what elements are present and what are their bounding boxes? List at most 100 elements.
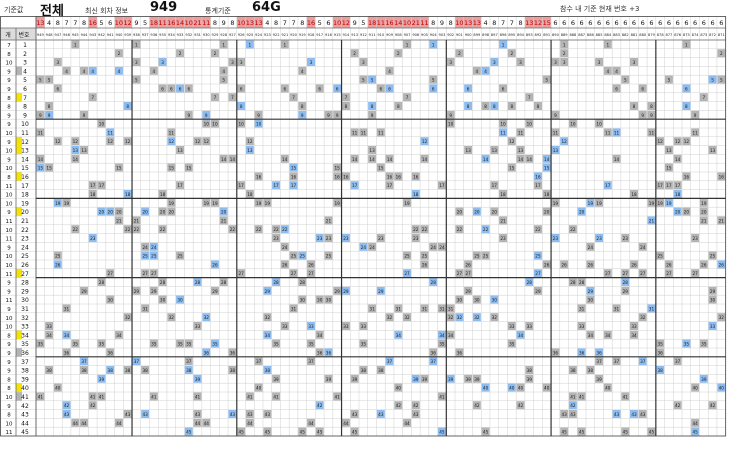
draw-cell — [341, 286, 350, 295]
draw-cell — [699, 207, 708, 216]
draw-cell — [708, 322, 717, 330]
draw-cell — [219, 75, 228, 84]
number-label: 19 — [21, 200, 29, 207]
draw-cell — [114, 207, 123, 216]
draw-cell — [568, 225, 577, 234]
draw-cell — [263, 410, 272, 418]
draw-cell — [656, 251, 665, 260]
draw-cell-label: 25 — [300, 254, 306, 259]
round-label: 871 — [718, 33, 725, 37]
draw-cell — [167, 128, 176, 137]
offset-highlight — [254, 16, 263, 28]
draw-cell — [560, 49, 569, 58]
round-label: 921 — [281, 33, 288, 37]
draw-cell — [664, 163, 673, 172]
draw-cell — [385, 154, 394, 163]
draw-cell — [106, 128, 115, 137]
draw-cell — [394, 401, 403, 410]
draw-cell — [254, 357, 263, 366]
draw-cell-label: 43 — [561, 412, 567, 417]
draw-cell — [560, 58, 569, 66]
offset-label: 11 — [202, 19, 210, 27]
number-highlight — [16, 207, 22, 216]
draw-cell — [315, 84, 324, 93]
draw-cell — [176, 295, 185, 304]
draw-cell — [603, 128, 612, 137]
draw-cell-label: 15 — [116, 166, 122, 171]
draw-cell-label: 23 — [692, 236, 698, 241]
draw-cell-label: 2 — [214, 51, 217, 56]
draw-cell — [446, 119, 455, 128]
draw-cell-label: 34 — [46, 333, 52, 338]
draw-cell-label: 8 — [301, 104, 304, 109]
draw-cell — [699, 93, 708, 102]
round-label: 872 — [709, 33, 716, 37]
draw-cell-label: 20 — [142, 210, 148, 215]
number-shade — [16, 392, 22, 401]
draw-cell — [228, 366, 237, 374]
draw-cell-label: 18 — [247, 192, 253, 197]
draw-cell-label: 10 — [212, 122, 218, 127]
draw-cell — [560, 427, 569, 436]
draw-cell — [263, 286, 272, 295]
draw-cell-label: 40 — [483, 386, 489, 391]
draw-cell-label: 35 — [684, 342, 690, 347]
draw-cell-label: 15 — [544, 166, 550, 171]
draw-cell-label: 19 — [404, 201, 410, 206]
draw-cell — [455, 348, 464, 357]
number-label: 18 — [21, 192, 29, 199]
offset-label: 6 — [606, 19, 610, 27]
draw-cell-label: 12 — [55, 139, 61, 144]
draw-cell-label: 5 — [362, 78, 365, 83]
draw-cell-label: 15 — [335, 166, 341, 171]
draw-cell-label: 8 — [685, 104, 688, 109]
draw-cell — [385, 313, 394, 322]
draw-cell — [307, 58, 315, 66]
draw-cell-label: 20 — [544, 210, 550, 215]
offset-label: 10 — [403, 19, 411, 27]
draw-cell-label: 30 — [326, 298, 332, 303]
draw-cell-label: 21 — [326, 218, 332, 223]
draw-cell-label: 21 — [221, 218, 227, 223]
draw-cell — [499, 128, 508, 137]
draw-cell — [289, 163, 298, 172]
draw-cell — [446, 58, 455, 66]
draw-cell-label: 38 — [570, 368, 576, 373]
count-label: 10 — [6, 395, 13, 401]
draw-cell-label: 28 — [195, 280, 201, 285]
number-label: 30 — [21, 297, 29, 304]
draw-cell — [499, 216, 508, 225]
number-label: 9 — [23, 112, 27, 119]
draw-cell-label: 30 — [710, 298, 716, 303]
draw-cell-label: 13 — [81, 148, 87, 153]
draw-cell — [586, 295, 595, 304]
draw-cell-label: 2 — [720, 51, 723, 56]
draw-cell — [211, 198, 219, 207]
draw-cell — [376, 286, 385, 295]
draw-cell — [507, 339, 516, 348]
round-label: 906 — [412, 33, 420, 37]
draw-cell-label: 43 — [247, 412, 253, 417]
draw-cell-label: 29 — [710, 289, 716, 294]
draw-cell — [211, 260, 219, 269]
offset-highlight — [402, 16, 412, 28]
number-label: 44 — [21, 420, 29, 427]
round-label: 889 — [561, 33, 569, 37]
draw-cell — [385, 357, 394, 366]
draw-cell-label: 20 — [99, 210, 105, 215]
draw-cell — [88, 401, 97, 410]
draw-cell-label: 15 — [378, 166, 384, 171]
offset-highlight — [385, 16, 394, 28]
offset-label: 16 — [307, 19, 315, 27]
number-label: 31 — [21, 306, 29, 313]
offset-highlight — [533, 16, 543, 28]
count-label: 8 — [7, 333, 11, 339]
round-label: 885 — [596, 33, 603, 37]
offset-label: 6 — [693, 19, 697, 27]
draw-cell-label: 9 — [39, 113, 42, 118]
draw-cell — [525, 278, 534, 286]
draw-cell-label: 34 — [396, 333, 402, 338]
draw-cell — [586, 260, 595, 269]
draw-cell — [630, 330, 638, 339]
offset-label: 14 — [394, 19, 402, 27]
